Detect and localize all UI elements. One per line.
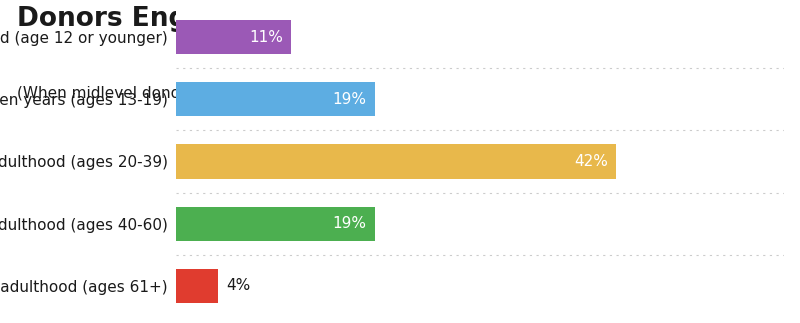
Text: 11%: 11%: [249, 30, 283, 45]
Bar: [176, 144, 616, 179]
Bar: [176, 20, 291, 54]
Text: Donors Engaged With Cause Since ...: Donors Engaged With Cause Since ...: [18, 6, 568, 32]
Text: 4%: 4%: [226, 278, 250, 293]
Text: 42%: 42%: [574, 154, 608, 169]
Text: 19%: 19%: [333, 216, 366, 231]
Text: 19%: 19%: [333, 92, 366, 107]
Bar: [176, 269, 218, 303]
Bar: [176, 82, 375, 117]
Bar: [176, 206, 375, 241]
Text: (When midlevel donors say they first became engaged with the cause they regularl: (When midlevel donors say they first bec…: [18, 86, 777, 101]
